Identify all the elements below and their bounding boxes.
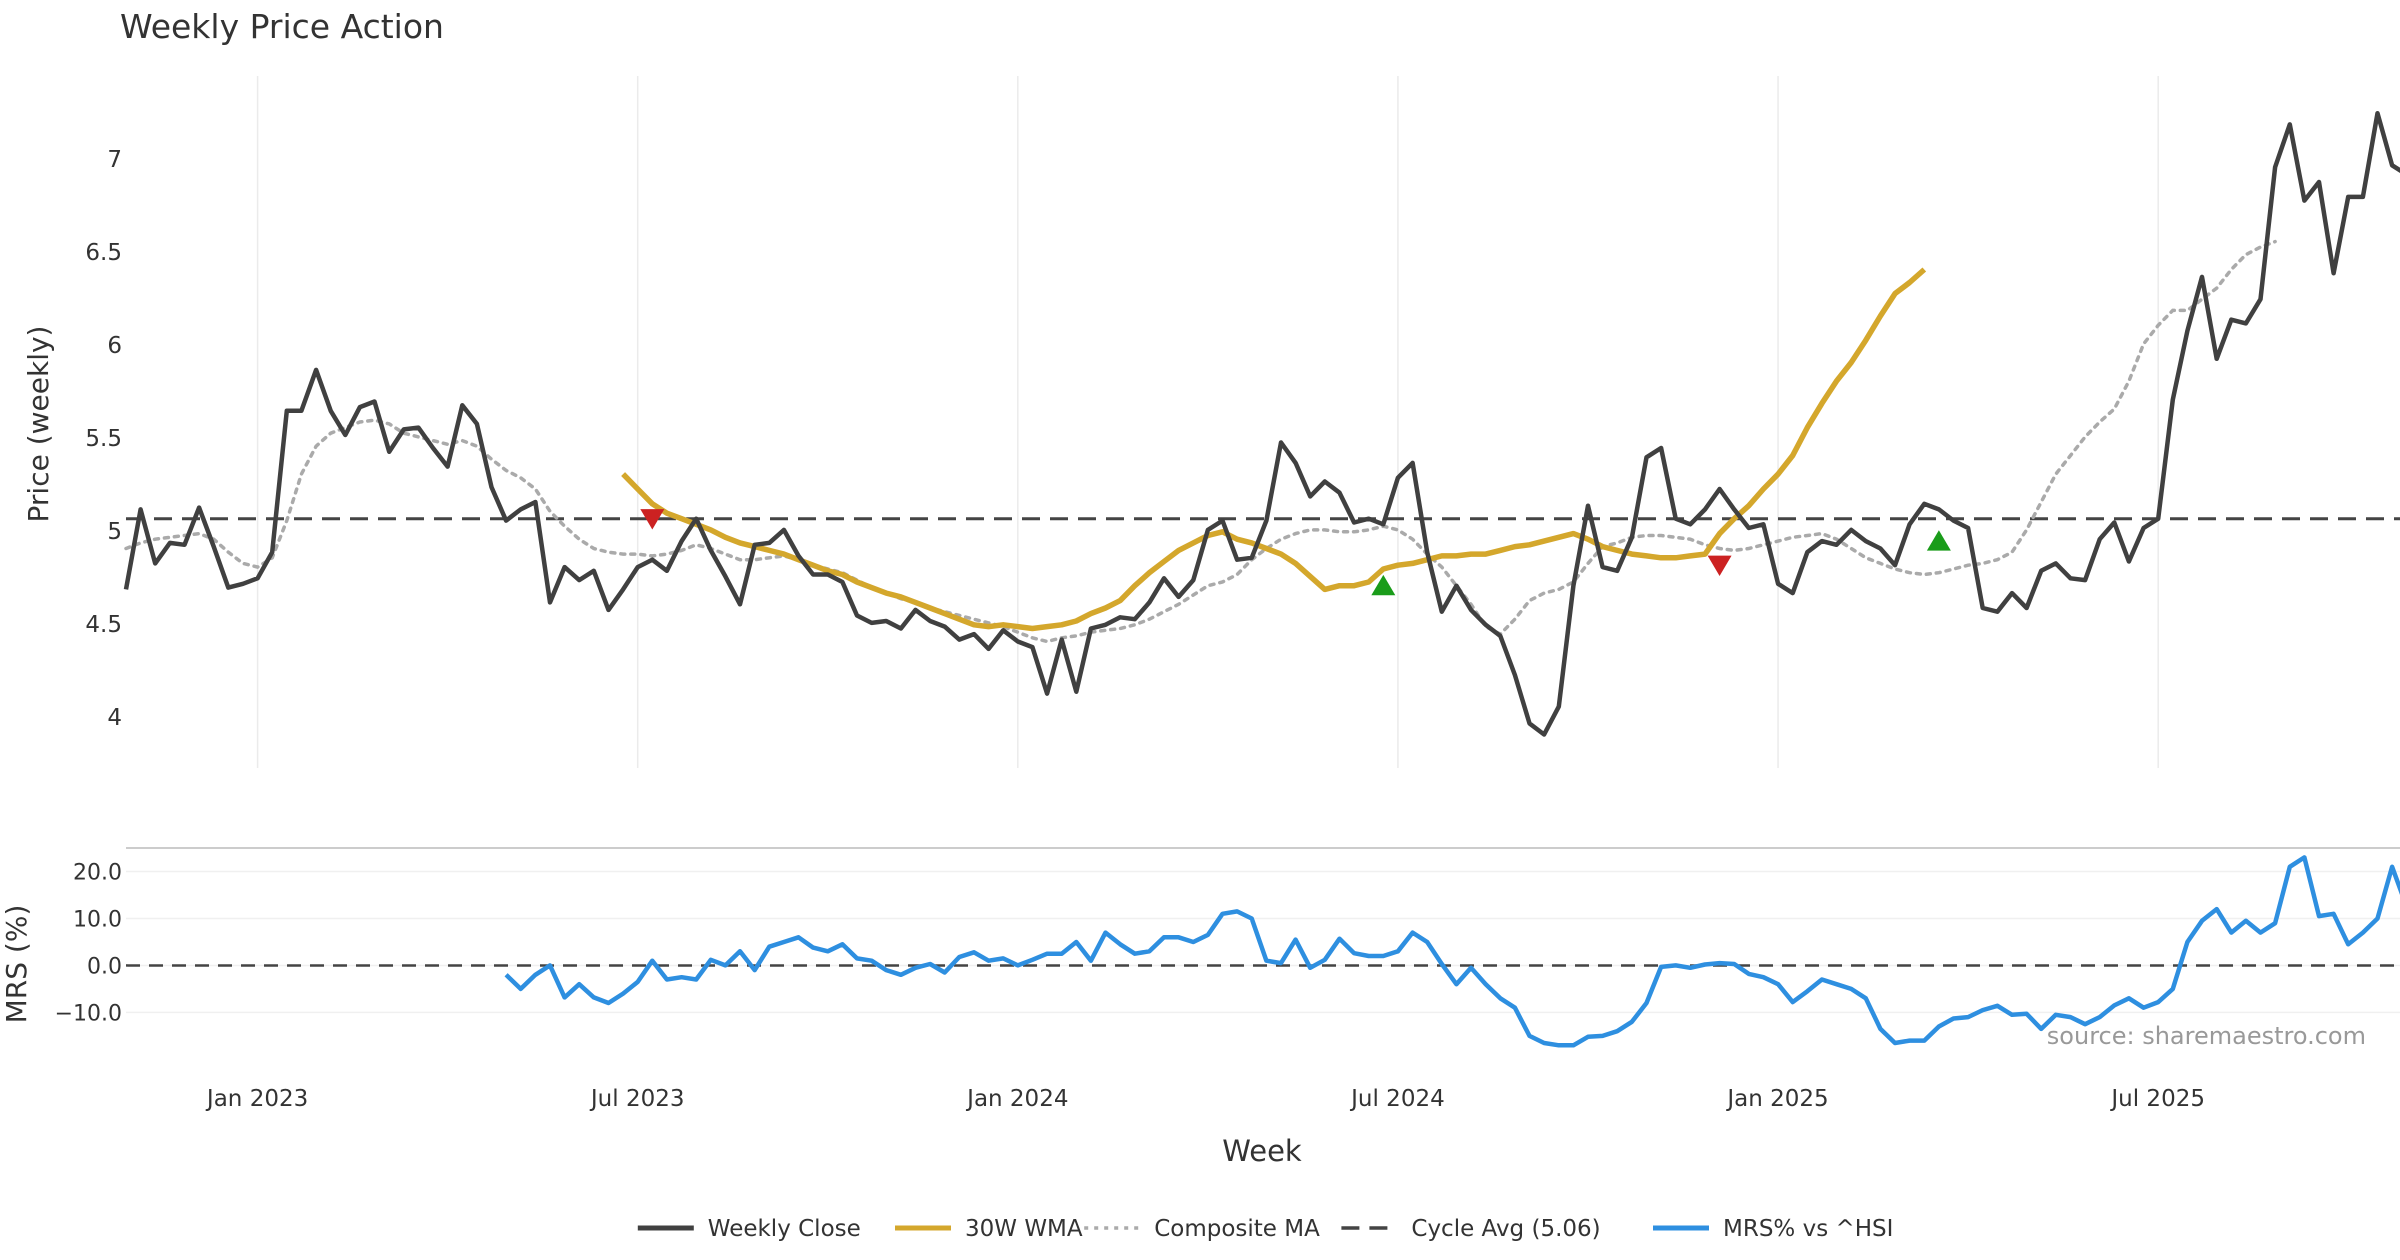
x-tick-label: Jan 2025 [1725, 1086, 1828, 1112]
legend-item: Weekly Close [637, 1216, 861, 1242]
chart-title: Weekly Price Action [120, 7, 444, 46]
legend-item: Composite MA [1084, 1216, 1320, 1242]
mrs-y-ticks: 20.0 10.0 0.0 −10.0 [55, 860, 122, 1026]
legend-label: Cycle Avg (5.06) [1411, 1216, 1600, 1242]
x-ticks: Jan 2023 Jul 2023 Jan 2024 Jul 2024 Jan 2025… [205, 1086, 2205, 1112]
mrs-line [504, 855, 2400, 1048]
legend-item: 30W WMA [895, 1216, 1083, 1242]
weekly-close-line [123, 110, 2400, 737]
buy-signal-marker [1371, 574, 1396, 596]
wma-30w-line [621, 267, 1927, 632]
source-annotation: source: sharemaestro.com [2047, 1022, 2366, 1050]
legend-label: Composite MA [1154, 1216, 1320, 1242]
price-y-tick-label: 6.5 [85, 240, 122, 266]
price-grid [256, 76, 2159, 768]
legend-label: Weekly Close [708, 1216, 861, 1242]
mrs-y-tick-label: 0.0 [87, 954, 122, 979]
price-y-tick-label: 7 [107, 147, 122, 173]
mrs-y-axis-label: MRS (%) [0, 905, 33, 1024]
x-tick-label: Jul 2025 [2109, 1086, 2205, 1112]
x-axis-label: Week [1222, 1134, 1302, 1168]
price-y-ticks: 4 4.5 5 5.5 6 6.5 7 [85, 147, 122, 731]
buy-signal-marker [1926, 530, 1951, 551]
price-y-tick-label: 6 [107, 333, 122, 359]
legend: Weekly Close 30W WMA Composite MA Cycle Avg… [637, 1216, 1893, 1242]
price-y-tick-label: 5 [107, 519, 122, 545]
x-tick-label: Jan 2024 [965, 1086, 1068, 1112]
composite-ma-line [124, 239, 2277, 644]
sell-signal-marker [1707, 555, 1732, 577]
mrs-y-tick-label: −10.0 [55, 1001, 122, 1026]
price-y-tick-label: 4 [107, 705, 122, 731]
mrs-y-tick-label: 10.0 [73, 907, 122, 932]
mrs-series [126, 855, 2400, 1048]
signal-markers [640, 509, 1951, 596]
mrs-grid [126, 870, 2400, 1014]
price-y-axis-label: Price (weekly) [22, 326, 55, 523]
x-tick-label: Jul 2024 [1349, 1086, 1445, 1112]
legend-label: MRS% vs ^HSI [1723, 1216, 1893, 1242]
x-tick-label: Jan 2023 [205, 1086, 308, 1112]
price-series [123, 110, 2400, 737]
price-y-tick-label: 5.5 [85, 426, 122, 452]
legend-item: MRS% vs ^HSI [1653, 1216, 1893, 1242]
x-tick-label: Jul 2023 [589, 1086, 685, 1112]
sell-signal-marker [640, 509, 665, 530]
legend-item: Cycle Avg (5.06) [1341, 1216, 1601, 1242]
legend-label: 30W WMA [965, 1216, 1083, 1242]
mrs-y-tick-label: 20.0 [73, 860, 122, 885]
price-y-tick-label: 4.5 [85, 612, 122, 638]
